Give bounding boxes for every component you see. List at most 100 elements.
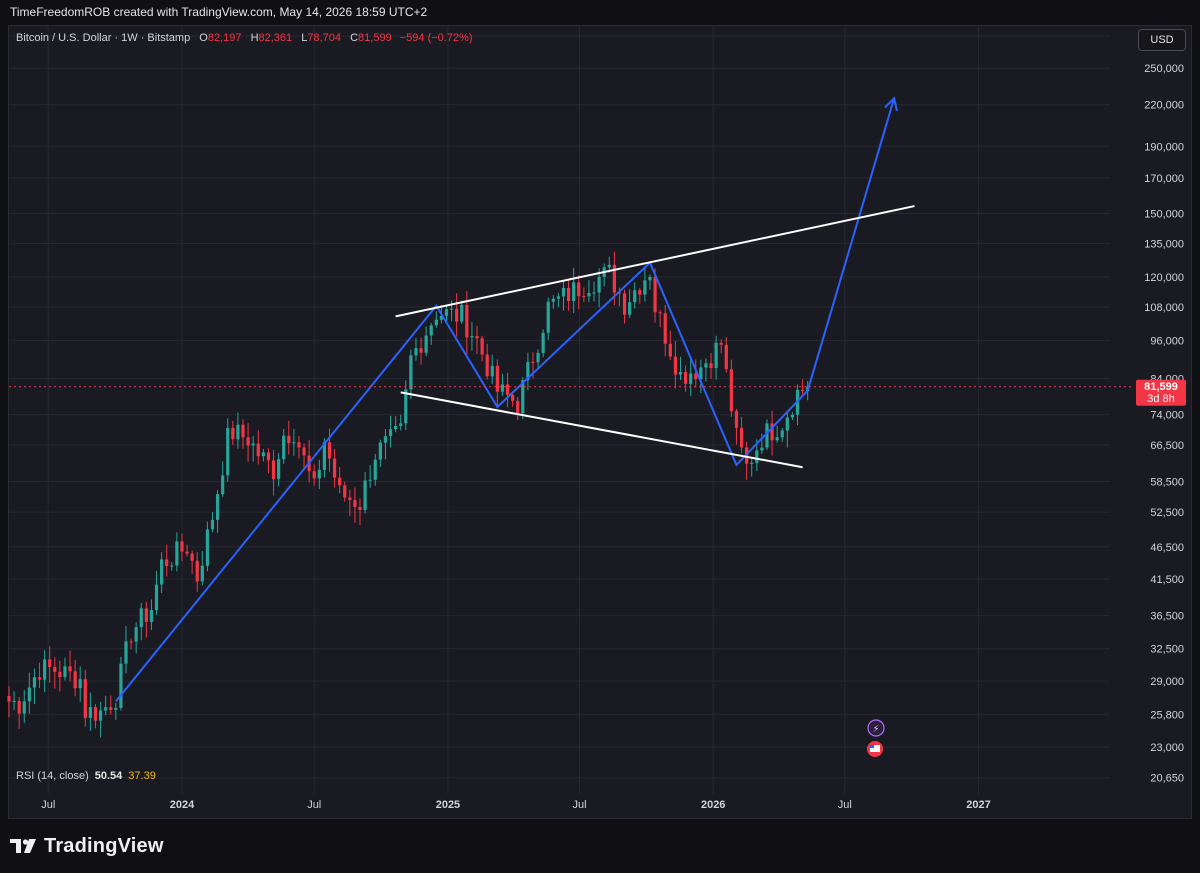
candle-body [144,608,148,622]
candle-body [226,427,230,476]
price-axis: 280,000250,000220,000190,000170,000150,0… [1144,31,1184,785]
close-label: C [350,32,359,44]
candle-body [261,452,265,457]
y-tick-label: 220,000 [1144,100,1184,112]
candle-body [383,436,388,443]
chart-frame[interactable] [8,25,1192,819]
candle-body [500,384,505,392]
candle-body [190,553,194,561]
author-credit: TimeFreedomROB created with TradingView.… [10,5,428,19]
candle-body [485,354,489,377]
y-tick-label: 52,500 [1150,507,1184,519]
candle-body [73,671,77,689]
chart-grid [9,26,1110,794]
candle-body [353,500,357,507]
candle-body [277,459,281,480]
candle-body [231,427,235,440]
candle-body [363,480,367,510]
candle-body [312,471,316,479]
candle-body [419,348,423,353]
candle-body [577,282,581,297]
candle-body [755,450,759,463]
candle-body [734,411,739,428]
candle-body [388,429,393,437]
candle-body [760,447,764,451]
impulse-path [115,97,896,703]
low-label: L [301,32,308,44]
footer-bar [0,820,1200,873]
candle-body [221,475,225,495]
candle-body [343,485,347,498]
candle-body [83,679,87,718]
candles-layer [7,251,810,738]
candle-body [98,710,103,721]
candle-body [205,529,209,566]
candle-body [673,356,678,375]
candle-body [317,469,321,479]
tradingview-logo[interactable]: TradingView [10,834,164,858]
candle-body [495,365,499,392]
candle-body [434,319,438,326]
y-tick-label: 96,000 [1150,336,1184,348]
candle-body [551,298,555,302]
y-tick-label: 66,500 [1150,440,1184,452]
y-tick-label: 120,000 [1144,272,1184,284]
dividends-icon [867,719,885,737]
y-tick-label: 20,650 [1150,773,1184,785]
candle-body [739,427,744,448]
x-tick-label: Jul [838,799,852,811]
candle-body [78,679,82,689]
candle-body [444,309,449,316]
candle-body [109,707,113,710]
candle-body [251,443,255,446]
y-tick-label: 58,500 [1150,476,1184,488]
candle-body [612,264,616,293]
candle-body [63,666,67,678]
candle-body [592,292,596,294]
price-tag-countdown: 3d 8h [1147,393,1175,405]
currency-button[interactable]: USD [1138,29,1186,51]
tradingview-mark-icon [10,839,36,853]
y-tick-label: 25,800 [1150,709,1184,721]
candle-body [683,371,688,384]
y-tick-label: 250,000 [1144,63,1184,75]
candle-body [282,435,286,460]
candle-body [37,677,42,680]
candle-body [678,371,683,375]
close-value: 81,599 [358,32,392,44]
candle-body [338,477,342,486]
candle-body [699,367,703,380]
candle-body [439,315,444,320]
candle-body [200,565,204,582]
candle-body [424,335,428,353]
current-price-tag: 81,599 3d 8h [1136,379,1186,406]
candle-body [582,296,586,298]
candle-body [475,336,479,339]
y-tick-label: 36,500 [1150,611,1184,623]
candle-body [617,292,622,294]
candle-body [658,312,662,314]
candle-body [394,425,398,430]
x-tick-label: 2025 [436,799,460,811]
y-tick-label: 150,000 [1144,209,1184,221]
candle-body [180,541,184,552]
candle-body [271,460,276,480]
price-tag-value: 81,599 [1144,381,1178,393]
candle-body [480,338,484,355]
y-tick-label: 41,500 [1150,574,1184,586]
candle-body [129,641,133,643]
rsi-legend[interactable]: RSI (14, close) 50.54 37.39 [16,770,156,782]
candle-body [531,361,535,363]
candle-body [709,363,713,369]
candle-body [139,608,143,628]
candle-body [322,442,327,470]
change-value: −594 (−0.72%) [399,32,473,44]
candle-body [32,677,37,688]
symbol-legend[interactable]: Bitcoin / U.S. Dollar · 1W · Bitstamp O8… [16,32,473,44]
candle-body [170,565,174,567]
candle-body [572,282,576,302]
y-tick-label: 135,000 [1144,239,1184,251]
candle-body [526,361,530,381]
candle-body [633,290,637,303]
